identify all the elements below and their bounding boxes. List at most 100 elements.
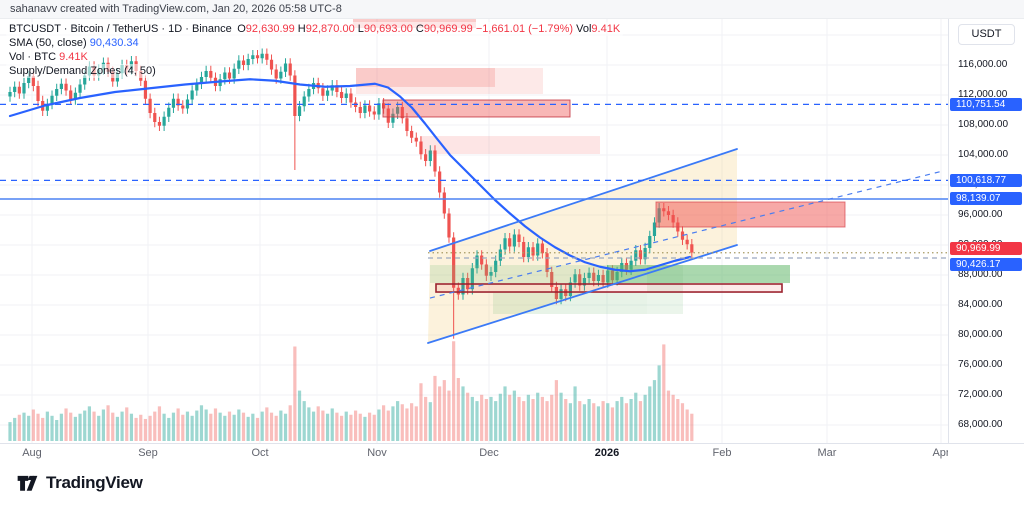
volume-bar — [494, 401, 498, 441]
candle-body — [50, 95, 54, 104]
volume-bar — [624, 403, 629, 441]
volume-bar — [31, 409, 35, 441]
candle-body — [648, 235, 652, 248]
candle-body — [176, 98, 180, 106]
volume-bar — [307, 407, 311, 441]
axis-corner — [948, 443, 1024, 463]
volume-bar — [139, 414, 143, 441]
tradingview-logo-text: TradingView — [46, 472, 143, 492]
candle-body — [325, 90, 330, 96]
chart-plot[interactable] — [0, 19, 948, 443]
volume-bar — [568, 403, 572, 441]
candle-body — [302, 96, 306, 107]
candle-body — [634, 250, 638, 261]
candle-body — [475, 255, 479, 269]
volume-bar — [199, 405, 204, 441]
channel-upper-line — [429, 148, 738, 252]
legend-segment: BTCUSDT · Bitcoin / TetherUS · 1D · Bina… — [9, 23, 238, 35]
candle-body — [382, 103, 386, 109]
candle-body — [204, 70, 208, 77]
time-tick-aug: Aug — [22, 447, 42, 459]
volume-bar — [59, 413, 63, 441]
volume-bar — [433, 375, 437, 441]
volume-bar — [241, 412, 246, 441]
volume-bar — [634, 392, 638, 441]
volume-bar — [620, 396, 624, 441]
price-tick-label: 80,000.00 — [958, 328, 1003, 340]
volume-bar — [22, 412, 26, 441]
candle-body — [27, 76, 31, 83]
volume-bar — [17, 414, 21, 441]
candle-body — [283, 63, 288, 72]
volume-bar — [87, 406, 91, 441]
candle-body — [22, 82, 26, 94]
volume-bar — [657, 365, 661, 441]
candle-body — [545, 253, 549, 272]
volume-bar — [311, 411, 316, 441]
volume-bar — [503, 386, 507, 441]
candle-body — [400, 106, 404, 119]
candle-body — [568, 282, 572, 296]
volume-bar — [536, 392, 540, 441]
legend-segment: O — [237, 23, 246, 35]
chart-canvas[interactable]: BTCUSDT · Bitcoin / TetherUS · 1D · Bina… — [0, 19, 948, 443]
volume-bar — [652, 380, 657, 441]
volume-bar — [396, 401, 400, 441]
volume-bar — [638, 401, 643, 441]
volume-bar — [316, 406, 320, 441]
volume-bar — [545, 401, 549, 441]
volume-bar — [171, 412, 176, 441]
volume-bar — [512, 390, 516, 441]
volume-bar — [125, 407, 129, 441]
time-axis[interactable]: Aug Sep Oct Nov Dec 2026 Feb Mar Apr — [0, 443, 950, 463]
time-tick-mar: Mar — [817, 447, 837, 459]
volume-bar — [92, 411, 96, 441]
tradingview-logo[interactable]: TradingView — [16, 471, 143, 494]
candle-body — [414, 137, 418, 142]
volume-bar — [64, 408, 68, 441]
volume-bar — [45, 411, 49, 441]
price-axis[interactable]: USDT 116,000.00 112,000.00 108,000.00 104,0… — [948, 19, 1024, 443]
time-tick-oct: Oct — [251, 447, 269, 459]
candle-body — [293, 75, 297, 116]
candle-body — [64, 83, 68, 91]
price-tick-label: 96,000.00 — [958, 208, 1003, 220]
candle-body — [582, 277, 587, 286]
volume-bar — [13, 417, 17, 441]
volume-bar — [274, 415, 278, 441]
volume-bar — [601, 401, 605, 441]
volume-bar — [550, 394, 554, 441]
volume-bar — [466, 392, 470, 441]
volume-bar — [391, 406, 395, 441]
legend-volume-row[interactable]: Vol · BTC 9.41K — [6, 50, 91, 64]
volume-bar — [36, 413, 40, 441]
candle-body — [461, 277, 465, 295]
candle-body — [8, 91, 12, 97]
volume-bar — [382, 405, 386, 441]
legend-sma-row[interactable]: SMA (50, close) 90,430.34 — [6, 36, 142, 50]
volume-bar — [185, 411, 190, 441]
support-box — [435, 283, 783, 293]
volume-bar — [353, 410, 358, 441]
candle-body — [559, 289, 563, 299]
candle-body — [480, 255, 484, 265]
volume-bar — [363, 416, 367, 441]
volume-bar — [414, 406, 418, 441]
volume-bar — [232, 414, 236, 441]
price-tick-label: 76,000.00 — [958, 358, 1003, 370]
candle-body — [433, 150, 437, 172]
currency-unit-button[interactable]: USDT — [958, 24, 1015, 45]
supply-zone-3 — [420, 136, 600, 155]
chart-legend: BTCUSDT · Bitcoin / TetherUS · 1D · Bina… — [6, 22, 624, 78]
volume-bar — [97, 415, 101, 441]
legend-segment: C — [415, 23, 424, 35]
volume-bar — [377, 409, 381, 441]
candle-body — [643, 247, 647, 260]
legend-symbol-row[interactable]: BTCUSDT · Bitcoin / TetherUS · 1D · Bina… — [6, 22, 624, 36]
volume-bar — [428, 402, 432, 441]
volume-bar — [498, 393, 502, 441]
volume-bar — [540, 396, 544, 441]
volume-bar — [246, 416, 250, 441]
volume-bar — [676, 399, 680, 441]
legend-zones-row[interactable]: Supply/Demand Zones (4, 50) — [6, 64, 159, 78]
